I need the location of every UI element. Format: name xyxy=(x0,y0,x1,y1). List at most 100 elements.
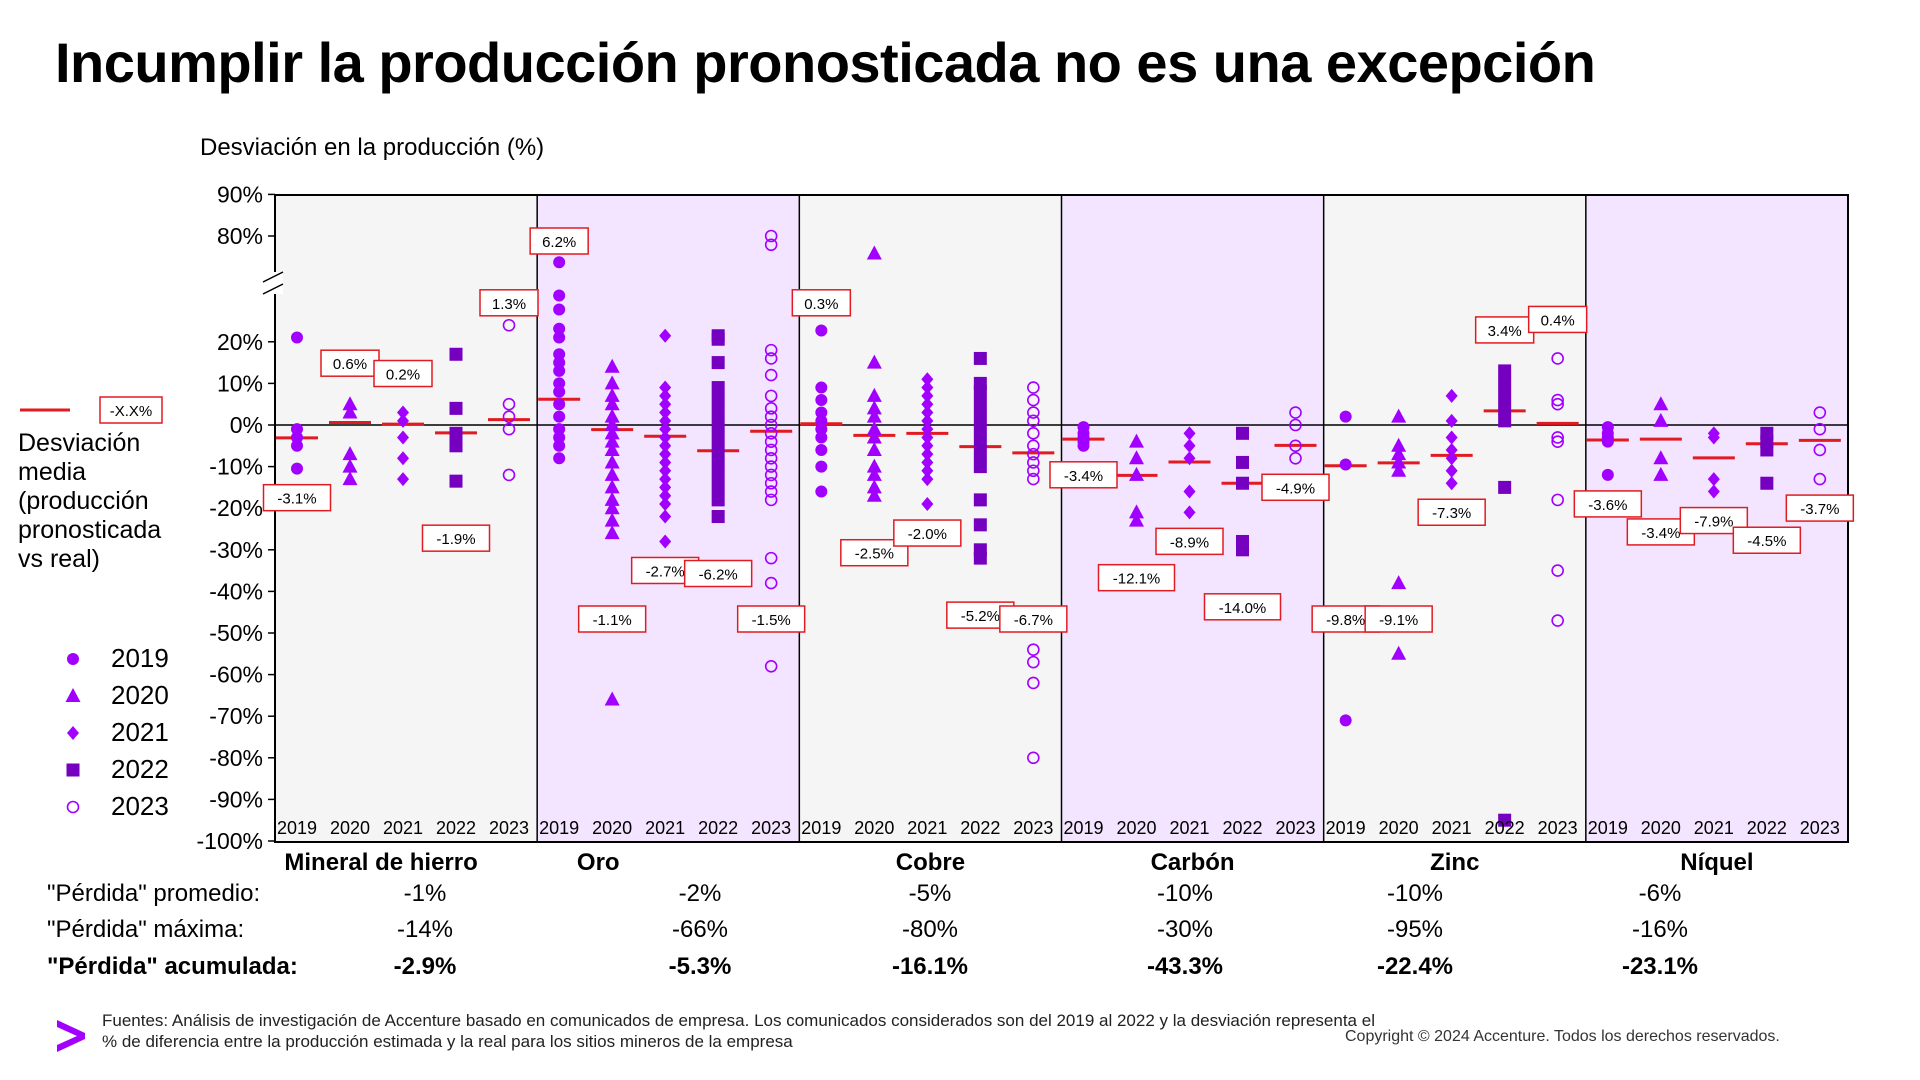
mean-callout-label: -1.1% xyxy=(593,612,632,629)
data-point xyxy=(1653,396,1669,411)
data-point xyxy=(973,493,987,507)
mean-callout-box xyxy=(479,289,539,317)
data-point xyxy=(711,510,725,524)
data-point xyxy=(921,472,934,487)
data-point xyxy=(291,431,303,444)
mean-callout-label: -7.9% xyxy=(1694,514,1733,531)
legend-marker xyxy=(66,763,80,776)
y-tick-label: -10% xyxy=(209,454,263,480)
data-point xyxy=(1027,414,1040,428)
data-point xyxy=(502,410,516,423)
mean-callout: -3.4% xyxy=(1049,461,1118,489)
year-tick-label: 2019 xyxy=(1588,818,1628,838)
data-point xyxy=(866,487,882,502)
data-point xyxy=(604,512,620,527)
mean-callout-box xyxy=(577,605,647,633)
data-point xyxy=(764,576,778,590)
source-note: Fuentes: Análisis de investigación de Ac… xyxy=(102,1011,1375,1051)
data-point xyxy=(449,426,463,440)
data-point xyxy=(1707,484,1720,499)
data-point xyxy=(1027,655,1040,669)
mean-callout: 3.4% xyxy=(1474,316,1535,344)
data-point xyxy=(1653,466,1669,481)
mean-callout-label: -2.7% xyxy=(646,563,685,580)
year-tick-label: 2022 xyxy=(698,818,738,838)
mean-callout-label: 6.2% xyxy=(542,234,576,251)
data-point xyxy=(1551,352,1564,365)
group-label: Cobre xyxy=(896,849,965,876)
data-point xyxy=(1289,451,1302,465)
legend-year-label: 2021 xyxy=(111,717,169,747)
data-point xyxy=(1236,426,1249,440)
data-point xyxy=(1445,388,1458,403)
mean-callout-label: -3.6% xyxy=(1588,497,1627,514)
mean-callout: -6.7% xyxy=(999,605,1068,633)
data-point xyxy=(659,388,672,403)
data-point xyxy=(604,466,620,481)
year-tick-label: 2019 xyxy=(801,818,841,838)
data-point xyxy=(815,485,828,498)
year-tick-label: 2020 xyxy=(854,818,894,838)
page-title: Incumplir la producción pronosticada no … xyxy=(55,31,1596,94)
data-point xyxy=(659,447,672,462)
mean-callout: -3.6% xyxy=(1573,490,1643,518)
square-marker-icon xyxy=(55,760,91,780)
max-loss-value: -95% xyxy=(1386,916,1444,943)
data-point xyxy=(711,430,725,444)
group-label: Oro xyxy=(577,849,620,876)
data-point xyxy=(711,443,725,457)
data-point xyxy=(659,497,672,512)
axis-break-mark xyxy=(262,283,284,295)
mean-callout-label: -12.1% xyxy=(1113,571,1161,588)
y-axis-label: Desviación en la producción (%) xyxy=(200,134,544,161)
y-tick-label: -70% xyxy=(209,703,263,729)
mean-callout-label: -9.1% xyxy=(1379,612,1418,629)
data-point xyxy=(553,256,566,269)
data-point xyxy=(291,462,303,475)
data-point xyxy=(553,431,566,444)
year-tick-label: 2021 xyxy=(1432,818,1472,838)
year-tick-label: 2021 xyxy=(1694,818,1734,838)
data-point xyxy=(973,518,987,532)
data-point xyxy=(921,380,934,395)
data-point xyxy=(291,439,303,452)
data-point xyxy=(1760,443,1774,457)
avg-loss-value: -1% xyxy=(403,880,447,907)
data-point xyxy=(604,691,620,706)
data-point xyxy=(815,431,828,444)
data-point xyxy=(1339,458,1352,471)
data-point xyxy=(553,398,566,411)
mean-callout-label: 0.4% xyxy=(1541,312,1575,329)
data-point xyxy=(553,331,566,344)
data-point xyxy=(1027,676,1040,690)
open-circle-marker-icon xyxy=(55,797,91,817)
data-point xyxy=(1601,435,1614,448)
data-point xyxy=(553,322,566,335)
data-point xyxy=(1027,643,1040,656)
data-point xyxy=(764,551,778,565)
year-tick-label: 2023 xyxy=(1013,818,1053,838)
data-point xyxy=(553,289,566,302)
legend-item-2023: 2023 xyxy=(55,788,169,825)
diamond-marker-icon xyxy=(55,723,91,743)
data-point xyxy=(1077,439,1090,452)
mean-callout-label: 3.4% xyxy=(1488,323,1522,340)
year-tick-label: 2021 xyxy=(645,818,685,838)
data-point xyxy=(659,438,672,453)
year-tick-label: 2020 xyxy=(1641,818,1681,838)
acc-loss-value: -5.3% xyxy=(668,953,732,980)
mean-callout-label: -3.4% xyxy=(1064,468,1103,485)
y-tick-label: -40% xyxy=(209,578,263,604)
data-point xyxy=(764,493,778,507)
data-point xyxy=(659,422,672,437)
data-point xyxy=(866,479,882,494)
data-point xyxy=(1551,397,1564,411)
data-point xyxy=(764,410,778,423)
data-point xyxy=(1129,512,1144,527)
data-point xyxy=(921,397,934,412)
data-point xyxy=(973,397,987,411)
data-point xyxy=(764,485,778,498)
data-point xyxy=(711,332,725,346)
data-point xyxy=(1498,813,1512,827)
data-point xyxy=(764,435,778,448)
